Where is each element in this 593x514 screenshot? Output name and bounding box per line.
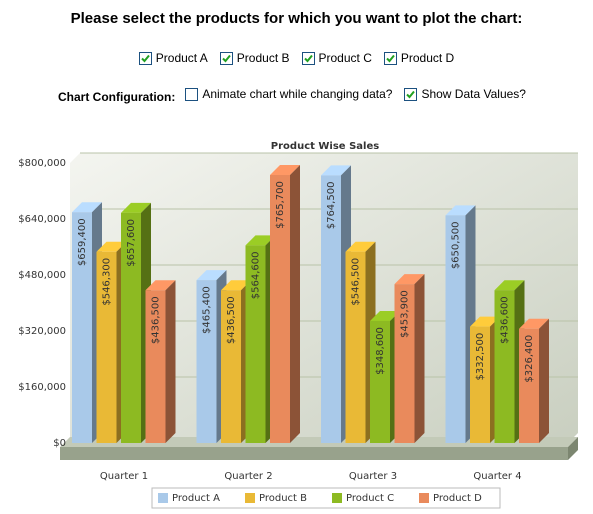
checkbox-label: Product D	[400, 51, 455, 65]
chart-configuration: Chart Configuration: Animate chart while …	[58, 87, 532, 104]
checkbox[interactable]	[219, 51, 233, 65]
bar	[245, 245, 266, 443]
checkbox-option[interactable]: Product D	[383, 51, 455, 65]
bar	[121, 212, 141, 443]
data-label: $650,500	[451, 221, 462, 269]
legend-swatch	[245, 493, 255, 503]
check-mark	[303, 54, 313, 62]
bar	[394, 284, 415, 443]
legend-label: Product A	[172, 493, 220, 504]
y-tick-label: $640,000	[18, 214, 66, 225]
legend-swatch	[419, 493, 429, 503]
checkbox-frame	[185, 87, 199, 101]
check-mark	[222, 54, 231, 62]
checkbox-option[interactable]: Show Data Values?	[404, 87, 526, 101]
x-tick-label: Quarter 2	[224, 471, 272, 482]
y-tick-label: $800,000	[18, 158, 66, 169]
y-tick-label: $320,000	[18, 326, 66, 337]
legend-swatch	[158, 493, 168, 503]
checkbox-label: Product A	[155, 51, 208, 65]
legend-label: Product B	[259, 493, 307, 504]
bar-side	[290, 165, 300, 443]
checkbox[interactable]	[301, 51, 315, 65]
checkbox-option[interactable]: Product B	[219, 51, 290, 65]
bar-side	[539, 318, 549, 443]
bar	[145, 290, 166, 443]
bar	[72, 212, 92, 443]
data-label: $764,500	[326, 182, 337, 230]
bar	[345, 251, 366, 443]
product-options: Product A Product B Product C Product D	[0, 51, 593, 68]
check-mark	[141, 54, 150, 62]
check-mark	[406, 90, 416, 98]
x-tick-label: Quarter 3	[349, 471, 397, 482]
checkbox-label: Product C	[318, 51, 372, 65]
data-label: $657,600	[126, 219, 137, 267]
checkbox-label: Product B	[236, 51, 290, 65]
bar	[494, 290, 515, 443]
chart-title: Product Wise Sales	[271, 141, 379, 152]
bar	[321, 175, 341, 444]
bar	[470, 326, 490, 443]
bar	[221, 290, 241, 443]
bar	[96, 251, 117, 443]
bar	[270, 175, 290, 443]
floor-front	[60, 447, 568, 460]
check-mark	[386, 54, 395, 62]
x-tick-label: Quarter 1	[100, 471, 148, 482]
data-label: $332,500	[475, 333, 486, 381]
data-label: $564,600	[251, 252, 262, 300]
data-label: $659,400	[77, 218, 88, 266]
bar	[519, 328, 539, 443]
bar	[196, 280, 217, 443]
checkbox[interactable]	[383, 51, 397, 65]
data-label: $326,400	[524, 335, 535, 383]
checkbox-option[interactable]: Product C	[301, 51, 372, 65]
y-tick-label: $160,000	[18, 382, 66, 393]
checkbox[interactable]	[138, 51, 152, 65]
checkbox[interactable]	[185, 87, 199, 101]
data-label: $465,400	[202, 286, 213, 334]
heading: Please select the products for which you…	[70, 10, 523, 27]
checkbox-label: Animate chart while changing data?	[202, 87, 393, 101]
bar-side	[165, 280, 176, 443]
checkbox-option[interactable]: Product A	[138, 51, 208, 65]
floor-side	[568, 437, 578, 460]
bar-side	[414, 274, 425, 443]
bar	[370, 320, 390, 443]
legend	[151, 487, 501, 509]
y-tick-label: $0	[53, 438, 66, 449]
bar	[445, 215, 466, 443]
data-label: $436,500	[151, 296, 162, 344]
legend-label: Product D	[433, 493, 482, 504]
data-label: $348,600	[375, 327, 386, 375]
data-label: $546,500	[351, 258, 362, 306]
data-label: $546,300	[102, 258, 113, 306]
data-label: $436,600	[500, 296, 511, 344]
config-label: Chart Configuration:	[58, 89, 176, 104]
checkbox-label: Show Data Values?	[421, 87, 526, 101]
legend-label: Product C	[346, 493, 394, 504]
checkbox[interactable]	[404, 87, 418, 101]
y-tick-label: $480,000	[18, 270, 66, 281]
legend-swatch	[332, 493, 342, 503]
checkbox-option[interactable]: Animate chart while changing data?	[185, 87, 392, 101]
data-label: $765,700	[275, 181, 286, 229]
x-tick-label: Quarter 4	[473, 471, 521, 482]
data-label: $436,500	[226, 296, 237, 344]
data-label: $453,900	[400, 290, 411, 338]
